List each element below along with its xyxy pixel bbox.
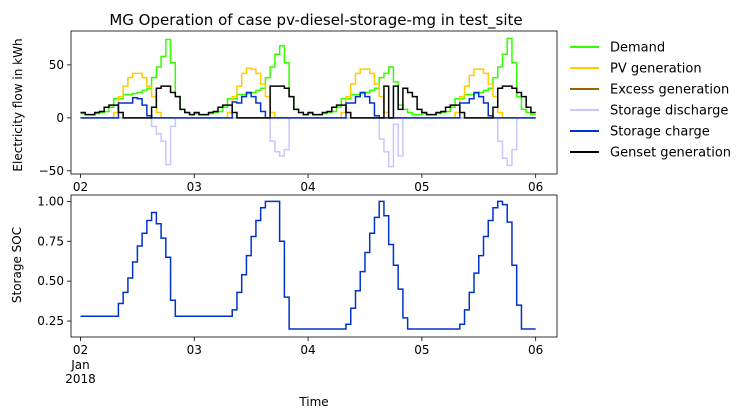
series-line-pv-generation <box>80 67 536 119</box>
legend-label: PV generation <box>610 62 702 77</box>
energy-flow-plot: MG Operation of case pv-diesel-storage-m… <box>11 11 558 194</box>
series-line-soc <box>80 200 536 330</box>
y-axis-label: Electricity flow in kWh <box>11 38 25 171</box>
x-tick-sublabel: 2018 <box>65 372 96 386</box>
x-tick-label: 03 <box>187 180 202 194</box>
y-axis-label: Storage SOC <box>10 227 24 303</box>
y-tick-label: 0 <box>56 111 64 125</box>
x-tick-label: 03 <box>187 343 202 357</box>
x-tick-label: 02 <box>73 343 88 357</box>
y-tick-label: 0.25 <box>37 314 64 328</box>
y-tick-label: 0.50 <box>37 274 64 288</box>
x-tick-label: 06 <box>528 343 543 357</box>
y-tick-label: −50 <box>39 164 64 178</box>
legend: Demand PV generation Excess generation Stor… <box>570 41 731 161</box>
x-tick-label: 06 <box>528 180 543 194</box>
legend-label: Storage charge <box>610 125 710 140</box>
x-axis-label: Time <box>298 395 328 409</box>
x-tick-label: 04 <box>300 343 315 357</box>
x-tick-label: 05 <box>414 343 429 357</box>
y-ticks: −50 0 50 <box>39 58 71 178</box>
plot-frame <box>70 30 558 175</box>
legend-label: Genset generation <box>610 146 731 161</box>
series-group <box>80 200 536 330</box>
x-tick-label: 02 <box>73 180 88 194</box>
y-tick-label: 1.00 <box>37 194 64 208</box>
x-tick-label: 04 <box>300 180 315 194</box>
plot-frame <box>70 194 558 338</box>
y-tick-label: 0.75 <box>37 234 64 248</box>
y-ticks: 0.25 0.50 0.75 1.00 <box>37 194 71 328</box>
x-ticks: 02 03 04 05 06 <box>73 174 543 194</box>
series-group <box>80 37 536 168</box>
series-line-genset-generation <box>80 85 536 119</box>
x-tick-label: 05 <box>414 180 429 194</box>
chart-title: MG Operation of case pv-diesel-storage-m… <box>109 11 522 30</box>
storage-soc-plot: Storage SOC Time 0.25 0.50 0.75 1.00 02Jan2… <box>10 194 558 409</box>
legend-label: Storage discharge <box>610 104 728 119</box>
series-line-storage-discharge <box>80 117 536 168</box>
legend-label: Excess generation <box>610 83 729 98</box>
x-tick-sublabel: Jan <box>70 358 90 372</box>
legend-label: Demand <box>610 41 665 56</box>
y-tick-label: 50 <box>49 58 64 72</box>
